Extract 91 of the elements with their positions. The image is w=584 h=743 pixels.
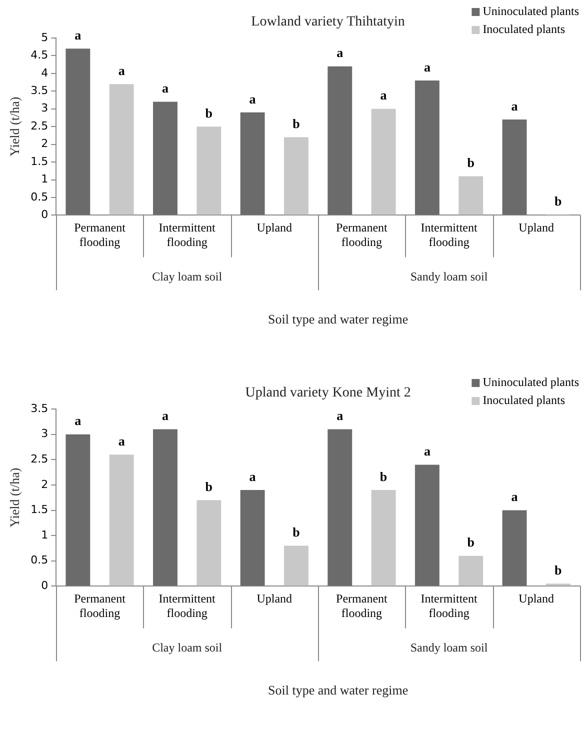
y-tick-label: 3.5: [30, 84, 48, 98]
bar: [371, 108, 396, 215]
y-tick-label: 5: [41, 30, 48, 44]
y-tick-label: 1.5: [30, 154, 48, 168]
text: Sandy loam soil: [410, 640, 488, 654]
data-label: a: [511, 98, 518, 114]
bar: [196, 500, 222, 586]
y-tick-label: 0: [41, 579, 48, 592]
x-tick-label: Permanent flooding: [74, 592, 126, 620]
bar: [502, 510, 527, 586]
y-tick-label: 0.5: [30, 190, 48, 204]
data-label: a: [118, 62, 126, 78]
x-tick-label: Permanent flooding: [74, 220, 126, 249]
text: Clay loam soil: [152, 640, 223, 654]
data-label: a: [249, 91, 256, 106]
data-label: b: [380, 468, 388, 484]
bar: [371, 490, 396, 586]
x-tick-label: Intermittent flooding: [420, 592, 478, 620]
bar: [153, 102, 178, 215]
y-tick-label: 1.5: [30, 503, 48, 516]
text: Clay loam soil: [152, 269, 223, 284]
bar: [414, 80, 440, 215]
bar: [240, 112, 265, 215]
y-tick-label: 2.5: [30, 119, 48, 132]
x-tick-label: Permanent flooding: [336, 592, 388, 620]
x-tick-label: Upland: [256, 220, 292, 235]
data-label: b: [205, 478, 213, 494]
data-label: a: [74, 413, 82, 428]
x-tick-label: Upland: [518, 220, 554, 235]
y-tick-label: 3: [41, 427, 48, 440]
bar: [109, 84, 134, 215]
y-axis-title: Yield (t/ha): [7, 96, 22, 156]
x-tick-label: Intermittent flooding: [158, 592, 216, 620]
y-tick-label: 1: [41, 172, 48, 186]
x-axis-title: Soil type and water regime: [268, 312, 408, 327]
bar: [196, 126, 222, 215]
bar: [109, 454, 134, 586]
bar: [414, 464, 440, 586]
x-axis-title: Soil type and water regime: [268, 682, 408, 698]
data-label: a: [380, 88, 388, 103]
y-tick-label: 1: [41, 528, 48, 542]
data-label: a: [511, 489, 518, 504]
y-axis-title: Yield (t/ha): [7, 468, 22, 528]
x-tick-label: Intermittent flooding: [420, 220, 478, 249]
x-tick-label: Intermittent flooding: [158, 220, 216, 249]
data-label: a: [74, 27, 82, 42]
bar: [66, 48, 90, 215]
y-tick-label: 2.5: [30, 452, 48, 466]
x-tick-label: Upland: [518, 592, 554, 606]
bar: [328, 66, 352, 215]
data-label: b: [467, 155, 474, 170]
y-tick-label: 4.5: [30, 48, 48, 62]
y-tick-label: 2: [41, 478, 48, 491]
bar: [502, 120, 527, 215]
data-label: a: [336, 408, 344, 424]
chart-title: Lowland variety Thihtatyin: [251, 14, 405, 30]
data-label: b: [554, 193, 562, 208]
y-tick-label: 2: [41, 137, 48, 150]
bar: [66, 434, 90, 586]
y-tick-label: 0: [41, 208, 48, 222]
data-label: b: [292, 116, 300, 132]
data-label: b: [467, 534, 474, 550]
data-label: a: [162, 80, 169, 96]
x-tick-label: Permanent flooding: [336, 220, 388, 249]
legend-label: Inoculated plants: [482, 22, 566, 36]
y-tick-label: 3: [41, 102, 48, 115]
y-tick-label: 3.5: [30, 402, 48, 415]
legend-label: Uninoculated plants: [482, 4, 580, 18]
data-label: a: [336, 45, 344, 60]
bar: [240, 490, 265, 586]
bar: [284, 137, 308, 215]
bar: [328, 429, 352, 586]
x-tick-label: Upland: [256, 592, 292, 606]
data-label: b: [205, 105, 213, 120]
data-label: b: [292, 524, 300, 540]
data-label: b: [554, 562, 562, 578]
bar: [458, 176, 484, 215]
data-label: a: [424, 59, 431, 74]
legend-label: Uninoculated plants: [482, 375, 580, 390]
data-label: a: [424, 444, 431, 459]
bar: [458, 556, 484, 586]
y-tick-label: 4: [41, 66, 48, 80]
chart-title: Upland variety Kone Myint 2: [245, 386, 411, 401]
data-label: a: [249, 468, 256, 484]
text: Sandy loam soil: [410, 269, 488, 284]
data-label: a: [118, 433, 126, 448]
legend-label: Inoculated plants: [482, 393, 566, 408]
bar: [153, 429, 178, 586]
data-label: a: [162, 408, 169, 424]
y-tick-label: 0.5: [30, 554, 48, 567]
bar: [284, 546, 308, 586]
